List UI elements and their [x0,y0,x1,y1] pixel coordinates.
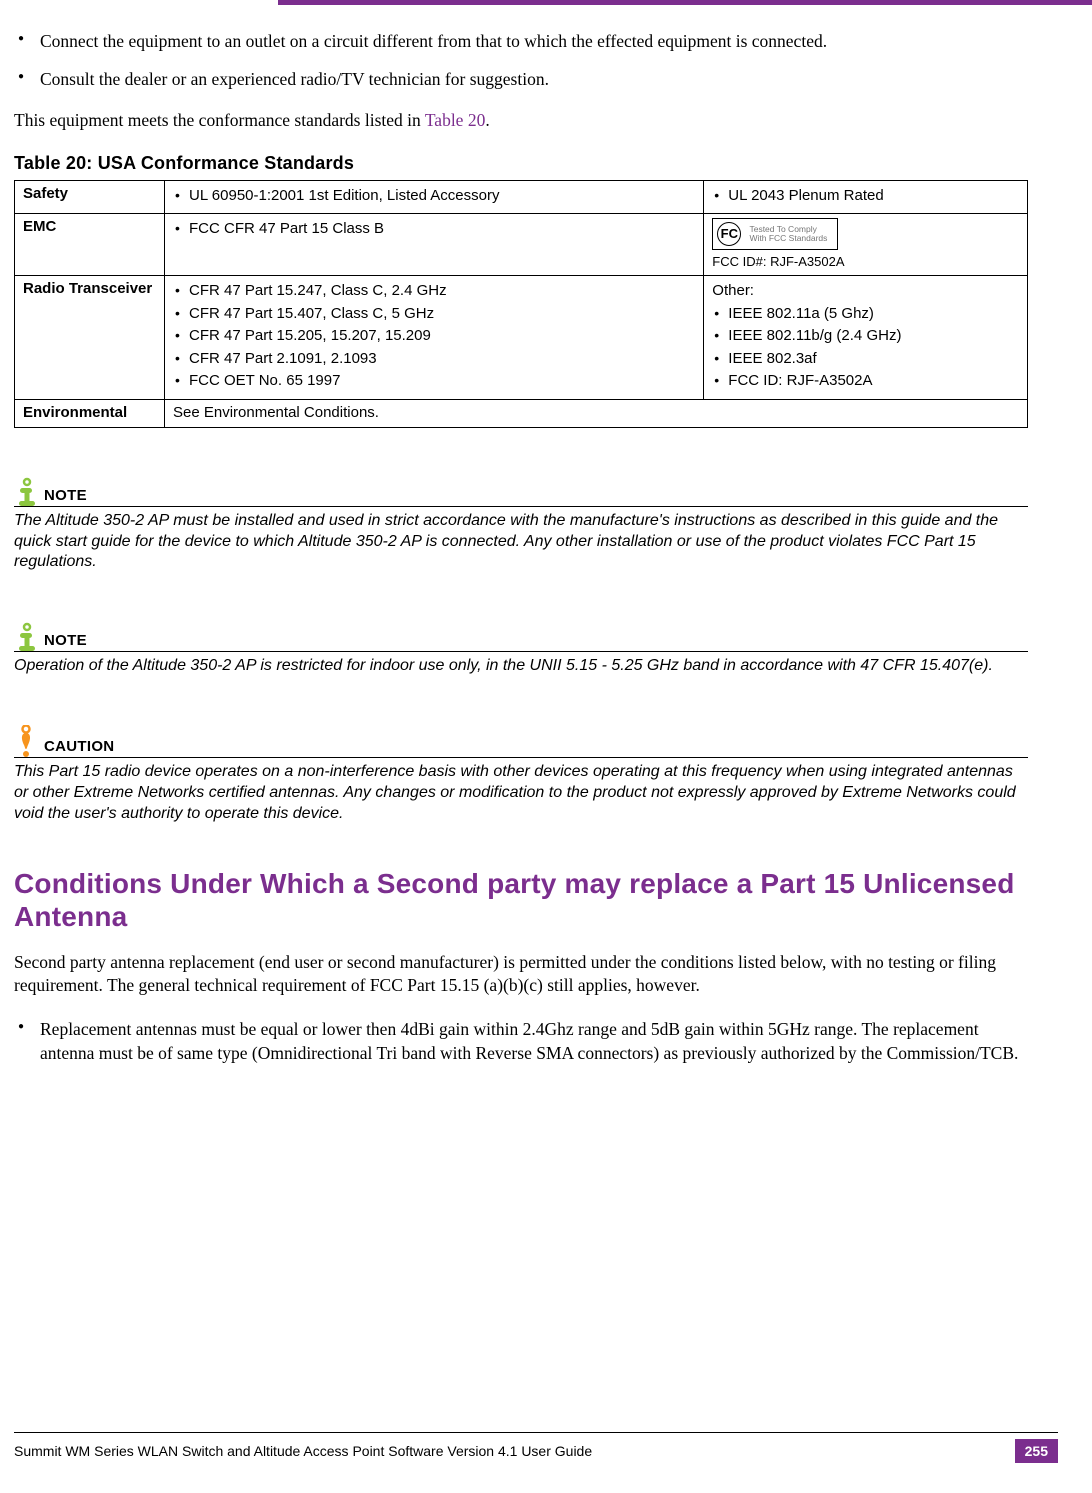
footer-text: Summit WM Series WLAN Switch and Altitud… [14,1443,592,1459]
fc-mark-icon: FC [717,222,741,246]
list-item: Consult the dealer or an experienced rad… [14,68,1028,92]
note-icon [14,476,44,506]
note-label: NOTE [44,632,87,651]
list-item: Connect the equipment to an outlet on a … [14,30,1028,54]
note-callout: NOTE Operation of the Altitude 350-2 AP … [14,621,1028,677]
note-callout: NOTE The Altitude 350-2 AP must be insta… [14,476,1028,573]
table-reference-link[interactable]: Table 20 [425,110,486,130]
caution-body: This Part 15 radio device operates on a … [14,762,1028,824]
section-bullet-list: Replacement antennas must be equal or lo… [14,1018,1028,1065]
list-item: FCC OET No. 65 1997 [173,370,695,393]
text: This equipment meets the conformance sta… [14,110,425,130]
caution-label: CAUTION [44,738,114,757]
row-header-radio: Radio Transceiver [15,276,165,400]
table-row: EMC FCC CFR 47 Part 15 Class B FC Tested… [15,214,1028,276]
text: With FCC Standards [749,233,827,243]
cell: CFR 47 Part 15.247, Class C, 2.4 GHz CFR… [165,276,704,400]
note-label: NOTE [44,487,87,506]
table-title: Table 20: USA Conformance Standards [14,153,1028,174]
page-number: 255 [1015,1439,1058,1463]
table-row: Radio Transceiver CFR 47 Part 15.247, Cl… [15,276,1028,400]
list-item: CFR 47 Part 2.1091, 2.1093 [173,348,695,371]
cell: Other: IEEE 802.11a (5 Ghz) IEEE 802.11b… [704,276,1028,400]
note-body: Operation of the Altitude 350-2 AP is re… [14,656,1028,677]
other-label: Other: [712,280,1019,303]
cell-fcc: FC Tested To Comply With FCC Standards F… [704,214,1028,276]
caution-icon [14,725,44,757]
fcc-id-label: FCC ID#: RJF-A3502A [712,254,1019,269]
intro-paragraph: This equipment meets the conformance sta… [14,109,1028,133]
conformance-table: Safety UL 60950-1:2001 1st Edition, List… [14,180,1028,428]
table-row: Safety UL 60950-1:2001 1st Edition, List… [15,180,1028,214]
list-item: CFR 47 Part 15.407, Class C, 5 GHz [173,303,695,326]
text: . [485,110,489,130]
list-item: UL 60950-1:2001 1st Edition, Listed Acce… [173,185,695,208]
row-header-environmental: Environmental [15,399,165,427]
list-item: CFR 47 Part 15.247, Class C, 2.4 GHz [173,280,695,303]
list-item: CFR 47 Part 15.205, 15.207, 15.209 [173,325,695,348]
list-item: IEEE 802.11b/g (2.4 GHz) [712,325,1019,348]
list-item: UL 2043 Plenum Rated [712,185,1019,208]
list-item: FCC CFR 47 Part 15 Class B [173,218,695,241]
section-paragraph: Second party antenna replacement (end us… [14,951,1028,998]
list-item: IEEE 802.3af [712,348,1019,371]
list-item: Replacement antennas must be equal or lo… [14,1018,1028,1065]
list-item: IEEE 802.11a (5 Ghz) [712,303,1019,326]
page-content: Connect the equipment to an outlet on a … [0,0,1092,1065]
list-item: FCC ID: RJF-A3502A [712,370,1019,393]
page-footer: Summit WM Series WLAN Switch and Altitud… [14,1432,1058,1463]
section-heading: Conditions Under Which a Second party ma… [14,868,1028,932]
note-icon [14,621,44,651]
row-header-safety: Safety [15,180,165,214]
cell-environmental: See Environmental Conditions. [165,399,1028,427]
header-accent-bar [278,0,1092,5]
intro-bullet-list: Connect the equipment to an outlet on a … [14,30,1028,91]
caution-callout: CAUTION This Part 15 radio device operat… [14,725,1028,824]
row-header-emc: EMC [15,214,165,276]
cell: UL 60950-1:2001 1st Edition, Listed Acce… [165,180,704,214]
table-row: Environmental See Environmental Conditio… [15,399,1028,427]
note-body: The Altitude 350-2 AP must be installed … [14,511,1028,573]
fcc-logo: FC Tested To Comply With FCC Standards [712,218,1019,250]
cell: UL 2043 Plenum Rated [704,180,1028,214]
cell: FCC CFR 47 Part 15 Class B [165,214,704,276]
